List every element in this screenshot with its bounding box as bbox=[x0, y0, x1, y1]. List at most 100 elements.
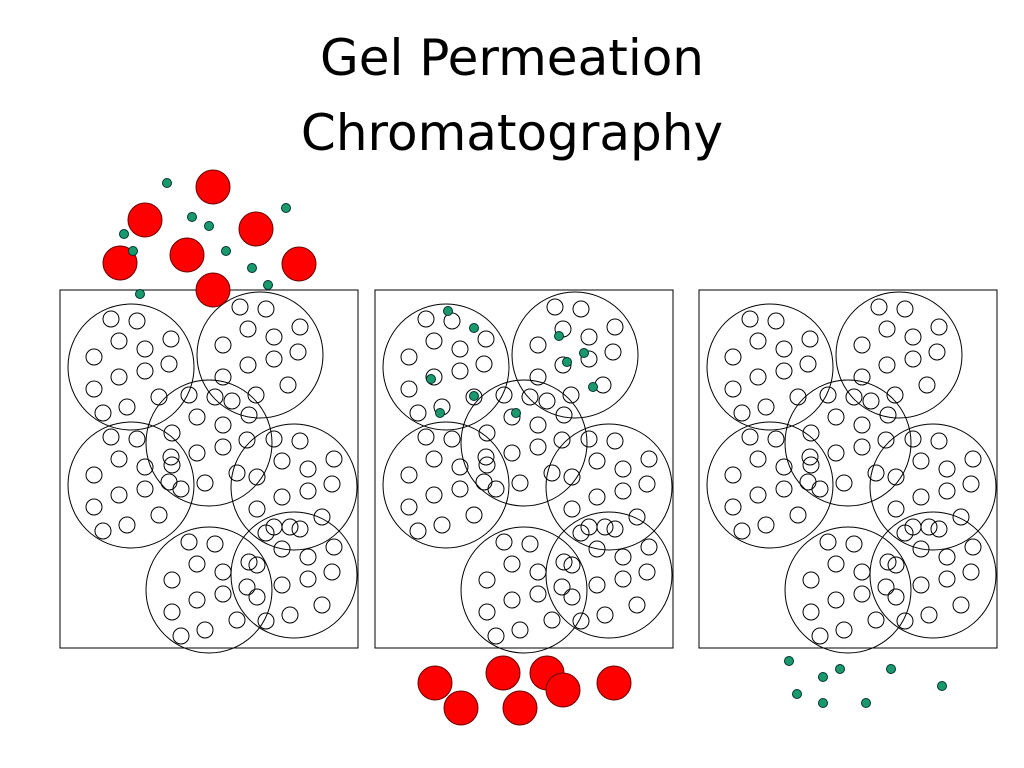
pore bbox=[596, 606, 614, 624]
pore bbox=[606, 432, 624, 450]
pore bbox=[614, 482, 632, 500]
pore bbox=[588, 576, 606, 594]
pore bbox=[887, 556, 905, 574]
pore bbox=[180, 386, 198, 404]
pore bbox=[811, 480, 829, 498]
pore bbox=[553, 578, 571, 596]
pore bbox=[628, 596, 646, 614]
pore bbox=[477, 448, 495, 466]
pore bbox=[257, 300, 275, 318]
pore bbox=[749, 368, 767, 386]
pore bbox=[628, 508, 646, 526]
small-molecule bbox=[162, 178, 172, 188]
small-molecule bbox=[835, 664, 845, 674]
pore bbox=[196, 621, 214, 639]
small-molecule bbox=[443, 306, 453, 316]
pore bbox=[952, 596, 970, 614]
small-molecule bbox=[435, 408, 445, 418]
pore bbox=[495, 386, 513, 404]
pore bbox=[425, 486, 443, 504]
pore bbox=[827, 444, 845, 462]
pore bbox=[563, 500, 581, 518]
pore bbox=[853, 585, 871, 603]
small-molecule bbox=[579, 348, 589, 358]
title-line: Gel Permeation bbox=[320, 29, 704, 87]
gel-bead bbox=[869, 423, 997, 551]
pore bbox=[400, 466, 418, 484]
pore bbox=[196, 474, 214, 492]
pore bbox=[425, 450, 443, 468]
pore bbox=[433, 516, 451, 534]
large-molecule bbox=[102, 245, 138, 281]
pore bbox=[887, 500, 905, 518]
pore bbox=[94, 522, 112, 540]
pore bbox=[409, 522, 427, 540]
pore bbox=[572, 300, 590, 318]
pore bbox=[789, 388, 807, 406]
pore bbox=[248, 468, 266, 486]
gel-bead bbox=[67, 421, 195, 549]
large-molecule bbox=[195, 272, 231, 308]
pore bbox=[775, 458, 793, 476]
pore bbox=[299, 482, 317, 500]
pore bbox=[247, 386, 265, 404]
gel-bead bbox=[145, 526, 273, 654]
pore bbox=[930, 318, 948, 336]
pore bbox=[604, 343, 622, 361]
pore bbox=[162, 330, 180, 348]
pore bbox=[819, 386, 837, 404]
pore bbox=[223, 392, 241, 410]
pore bbox=[928, 343, 946, 361]
pore bbox=[273, 452, 291, 470]
column bbox=[374, 289, 674, 649]
pore bbox=[248, 500, 266, 518]
pore bbox=[867, 464, 885, 482]
pore bbox=[733, 404, 751, 422]
pore bbox=[238, 431, 256, 449]
pore bbox=[596, 518, 614, 536]
pore bbox=[802, 571, 820, 589]
pore bbox=[206, 388, 224, 406]
pore bbox=[136, 340, 154, 358]
pore bbox=[912, 540, 930, 558]
gel-bead bbox=[706, 421, 834, 549]
pore bbox=[580, 328, 598, 346]
pore bbox=[110, 332, 128, 350]
pore bbox=[724, 498, 742, 516]
gel-bead bbox=[382, 303, 510, 431]
pore bbox=[478, 571, 496, 589]
pore bbox=[757, 516, 775, 534]
pore bbox=[606, 318, 624, 336]
pore bbox=[529, 585, 547, 603]
small-molecule bbox=[187, 212, 197, 222]
pore bbox=[417, 428, 435, 446]
pore bbox=[465, 506, 483, 524]
pore bbox=[724, 466, 742, 484]
pore bbox=[538, 392, 556, 410]
pore bbox=[827, 408, 845, 426]
small-molecule bbox=[135, 289, 145, 299]
pore bbox=[724, 348, 742, 366]
pore bbox=[136, 458, 154, 476]
pore bbox=[425, 368, 443, 386]
pore bbox=[487, 480, 505, 498]
pore bbox=[188, 408, 206, 426]
pore bbox=[904, 518, 922, 536]
pore bbox=[265, 518, 283, 536]
pore bbox=[733, 522, 751, 540]
gel-bead bbox=[230, 511, 358, 639]
gel-bead bbox=[835, 291, 963, 419]
pore bbox=[487, 627, 505, 645]
pore bbox=[904, 350, 922, 368]
pore bbox=[827, 555, 845, 573]
pore bbox=[853, 368, 871, 386]
large-molecule bbox=[443, 690, 479, 726]
pore bbox=[163, 571, 181, 589]
pore bbox=[938, 570, 956, 588]
gel-bead bbox=[706, 303, 834, 431]
small-molecule bbox=[119, 229, 129, 239]
gel-bead bbox=[784, 526, 912, 654]
pore bbox=[136, 362, 154, 380]
pore bbox=[521, 388, 539, 406]
